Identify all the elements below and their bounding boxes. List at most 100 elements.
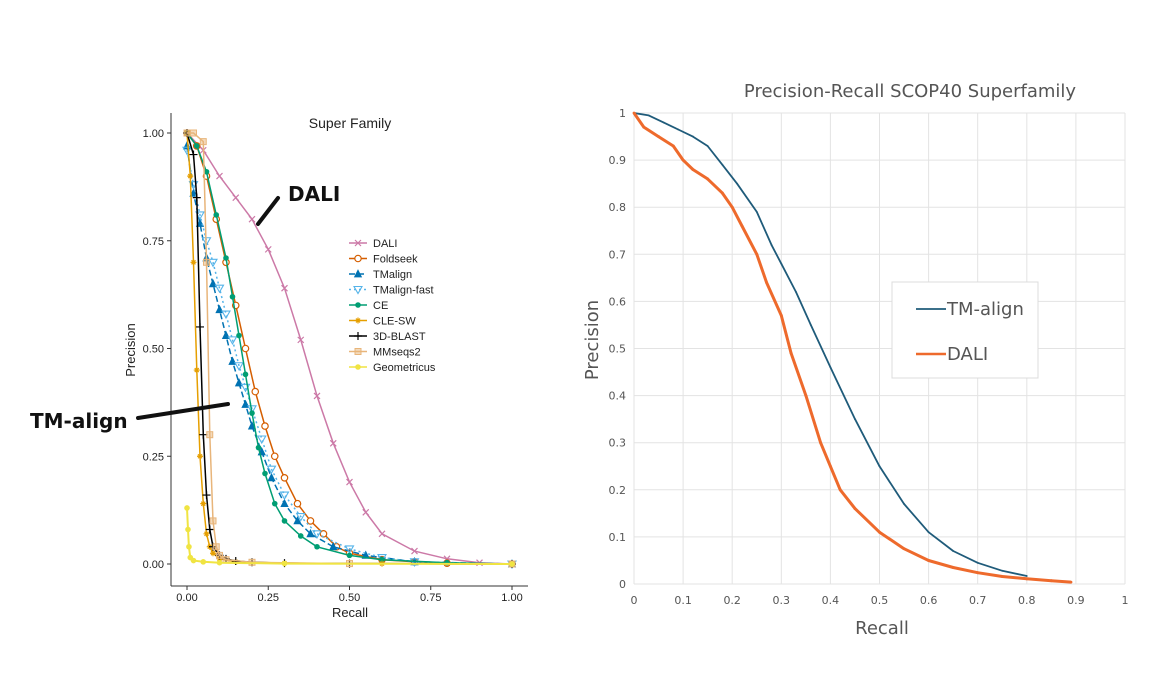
left-point-cle-sw (187, 173, 194, 180)
left-point-ce (314, 543, 320, 550)
left-point-dali (297, 336, 305, 344)
right-series-lines (632, 111, 1073, 584)
left-point-tmalign (280, 498, 289, 508)
left-point-tmalign-fast (256, 435, 267, 445)
left-point-ce (297, 533, 304, 539)
left-point-mmseqs2 (216, 551, 223, 559)
left-point-ce (223, 255, 229, 261)
left-point-geometricus (184, 505, 190, 511)
right-y-axis-label: Precision (582, 300, 603, 380)
right-point-tm-align (770, 243, 773, 246)
left-legend-item-geometricus: Geometricus (349, 362, 436, 374)
left-legend-label: CLE-SW (373, 316, 416, 328)
left-legend-marker (353, 285, 363, 295)
right-y-tick-label: 0.9 (609, 154, 627, 167)
right-legend: TM-align DALI (891, 281, 1039, 379)
right-point-tm-align (927, 531, 930, 534)
left-x-tick-label: 0.75 (420, 592, 441, 604)
right-point-dali (789, 351, 793, 355)
left-point-geometricus (216, 559, 223, 566)
left-point-mmseqs2 (209, 517, 217, 525)
left-point-tmalign-fast (279, 491, 290, 501)
right-chart: Precision-Recall SCOP40 Superfamily Reca… (582, 81, 1129, 639)
left-point-cle-sw (210, 550, 216, 557)
right-line-tm-align (633, 112, 1027, 577)
right-x-axis-label: Recall (855, 618, 909, 639)
right-point-dali (976, 571, 980, 575)
right-point-tm-align (976, 561, 979, 564)
left-point-ce (203, 168, 210, 175)
right-legend-box (891, 281, 1039, 379)
right-point-tm-align (1025, 575, 1028, 577)
right-point-dali (1025, 577, 1029, 581)
left-point-tmalign-fast (247, 405, 257, 414)
left-point-mmseqs2 (199, 138, 207, 146)
left-point-dali (264, 245, 272, 253)
left-point-foldseek (251, 387, 260, 396)
left-point-geometricus (186, 543, 192, 550)
right-point-dali (720, 191, 724, 195)
left-point-ce (229, 293, 236, 300)
left-x-tick-label: 0.50 (339, 592, 360, 604)
left-legend-item-tmalign-fast: TMalign-fast (349, 285, 434, 297)
left-point-foldseek (261, 422, 269, 430)
left-legend-marker (355, 317, 361, 324)
left-legend-item-mmseqs2: MMseqs2 (349, 347, 421, 359)
left-point-mmseqs2 (183, 129, 191, 137)
right-point-tm-align (662, 121, 665, 124)
left-point-3d-blast (202, 491, 211, 500)
left-point-foldseek (280, 473, 289, 482)
right-point-dali (853, 507, 857, 511)
right-point-dali (671, 144, 675, 148)
left-point-tmalign-fast (221, 310, 231, 320)
left-line-tmalign-fast (186, 150, 513, 565)
right-y-tick-label: 0 (619, 578, 626, 591)
left-point-dali (216, 172, 223, 180)
left-point-dali (281, 284, 288, 292)
right-x-tick-label: 0.6 (920, 594, 938, 607)
left-legend-item-3d-blast: 3D-BLAST (349, 331, 426, 343)
right-point-dali (657, 135, 660, 138)
right-y-tick-label: 0.4 (609, 390, 627, 403)
left-legend-item-foldseek: Foldseek (349, 254, 418, 266)
left-point-ce (271, 500, 278, 507)
right-point-tm-align (736, 182, 739, 185)
left-point-tmalign (208, 278, 218, 288)
left-y-tick-label: 1.00 (143, 128, 164, 140)
left-point-cle-sw (190, 259, 197, 266)
left-legend-marker (354, 254, 362, 263)
right-point-tm-align (952, 550, 955, 552)
left-point-tmalign-fast (266, 465, 277, 475)
left-point-cle-sw (203, 530, 210, 537)
left-point-geometricus (185, 526, 191, 533)
left-series-dali (183, 129, 516, 568)
left-point-cle-sw (193, 367, 200, 374)
left-point-tmalign-fast (227, 336, 238, 345)
left-point-tmalign-fast (344, 545, 355, 555)
right-y-tick-label: 0.2 (609, 484, 627, 497)
right-legend-item-dali: DALI (916, 344, 988, 365)
left-point-tmalign-fast (409, 558, 420, 567)
left-point-tmalign (306, 528, 315, 538)
right-point-dali (730, 205, 734, 209)
right-legend-label: DALI (947, 344, 988, 365)
left-point-ce (255, 444, 262, 451)
right-point-dali (1000, 575, 1004, 578)
left-point-foldseek (319, 530, 328, 538)
right-x-tick-label: 0.1 (674, 594, 692, 607)
left-x-tick-label: 0.00 (176, 592, 197, 604)
left-legend-marker (355, 364, 361, 370)
right-x-tick-label: 0.7 (969, 594, 987, 607)
right-x-tick-label: 0 (631, 594, 638, 607)
left-point-mmseqs2 (206, 431, 214, 439)
right-x-tick-label: 0.3 (773, 594, 791, 607)
right-point-tm-align (755, 211, 758, 213)
right-point-dali (927, 559, 930, 562)
right-series-dali (632, 111, 1073, 584)
left-point-foldseek (293, 499, 302, 508)
left-legend-label: Foldseek (373, 254, 418, 266)
right-point-dali (632, 111, 636, 115)
right-point-dali (902, 547, 906, 551)
right-legend-item-tm-align: TM-align (916, 299, 1024, 320)
